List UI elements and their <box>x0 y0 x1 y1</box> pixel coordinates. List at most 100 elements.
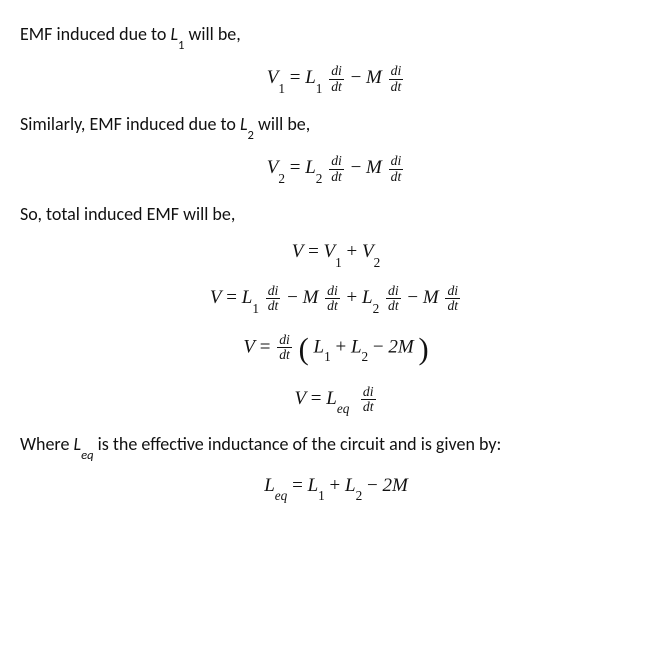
eq7-L: L <box>264 475 275 496</box>
t2-sub: 2 <box>248 128 254 143</box>
text-total-emf: So, total induced EMF will be, <box>20 202 652 227</box>
eq2-frac1: didt <box>329 154 344 184</box>
eq3-plus: + <box>347 241 362 262</box>
text-where-leq: Where Leq is the effective inductance of… <box>20 432 652 460</box>
eq4-frac2: didt <box>325 284 340 314</box>
eq5-L2sub: 2 <box>362 349 369 364</box>
eq6-frac: didt <box>361 385 376 415</box>
eq6-frac-num: di <box>361 385 376 400</box>
eq7-2M: 2M <box>382 475 407 496</box>
eq2-frac1-num: di <box>329 154 344 169</box>
eq5-frac-den: dt <box>277 348 292 362</box>
t4-var: L <box>74 433 82 455</box>
text-emf-l2: Similarly, EMF induced due to L2 will be… <box>20 112 652 140</box>
t1-sub: 1 <box>178 38 184 53</box>
eq2-M: M <box>366 157 382 178</box>
eq1-frac2-den: dt <box>389 80 404 94</box>
eq7-minus: − <box>367 475 382 496</box>
t2-post: will be, <box>254 113 310 135</box>
eq4-frac4-num: di <box>445 284 460 299</box>
eq4-minus1: − <box>287 287 302 308</box>
eq3-V1: V <box>324 241 336 262</box>
eq7-L2: L <box>345 475 356 496</box>
eq3-eq: = <box>308 241 323 262</box>
eq6-frac-den: dt <box>361 400 376 414</box>
eq1-minus: − <box>351 67 366 88</box>
eq2-frac2: didt <box>389 154 404 184</box>
t4-sub-text: eq <box>81 448 94 463</box>
eq4-frac4: didt <box>445 284 460 314</box>
eq5-frac-num: di <box>277 333 292 348</box>
eq1-frac2: didt <box>389 64 404 94</box>
eq7-eq: = <box>292 475 307 496</box>
eq1-frac1-den: dt <box>329 80 344 94</box>
eq4-frac3: didt <box>386 284 401 314</box>
equation-v-factored: V = didt ( L1 + L2 − 2M ) <box>20 332 652 367</box>
eq3-V2: V <box>362 241 374 262</box>
eq1-frac2-num: di <box>389 64 404 79</box>
eq4-M2: M <box>423 287 439 308</box>
t2-pre: Similarly, EMF induced due to <box>20 113 240 135</box>
eq4-L1sub: 1 <box>252 301 259 316</box>
eq5-2M-text: 2M <box>388 336 413 357</box>
eq4-frac2-num: di <box>325 284 340 299</box>
eq5-rparen: ) <box>418 332 428 366</box>
equation-v-sum: V = V1 + V2 <box>20 241 652 266</box>
eq7-Lsub: eq <box>275 488 288 503</box>
eq4-frac1-den: dt <box>266 299 281 313</box>
eq3-V1sub: 1 <box>335 255 342 270</box>
eq2-V: V <box>267 157 279 178</box>
eq6-Lsub-text: eq <box>337 401 350 416</box>
eq7-L1sub: 1 <box>318 488 325 503</box>
eq4-M1: M <box>303 287 319 308</box>
eq5-frac: didt <box>277 333 292 363</box>
eq5-lparen: ( <box>299 332 309 366</box>
eq4-frac1: didt <box>266 284 281 314</box>
eq2-Lsub: 2 <box>316 171 323 186</box>
eq2-Vsub: 2 <box>278 171 285 186</box>
eq1-frac1: didt <box>329 64 344 94</box>
eq5-eq: = <box>260 336 275 357</box>
text-emf-l1: EMF induced due to L1 will be, <box>20 22 652 50</box>
eq4-frac3-den: dt <box>386 299 401 313</box>
eq4-plus: + <box>347 287 362 308</box>
eq2-frac2-num: di <box>389 154 404 169</box>
equation-v2: V2 = L2 didt − M didt <box>20 154 652 184</box>
t1-var: L <box>170 23 178 45</box>
eq6-eq: = <box>311 388 326 409</box>
eq1-Lsub: 1 <box>316 81 323 96</box>
eq5-L1: L <box>313 336 324 357</box>
t4-post: is the effective inductance of the circu… <box>94 433 502 455</box>
eq5-plus: + <box>335 336 350 357</box>
eq4-frac3-num: di <box>386 284 401 299</box>
eq4-eq: = <box>226 287 241 308</box>
eq3-V2sub: 2 <box>374 255 381 270</box>
eq4-L2sub: 2 <box>373 301 380 316</box>
eq1-Vsub: 1 <box>278 81 285 96</box>
eq6-Lsub: eq <box>337 401 350 416</box>
equation-v1: V1 = L1 didt − M didt <box>20 64 652 94</box>
eq7-L2sub: 2 <box>356 488 363 503</box>
eq4-minus2: − <box>407 287 422 308</box>
eq2-eq: = <box>290 157 305 178</box>
eq2-frac1-den: dt <box>329 170 344 184</box>
eq5-L2: L <box>351 336 362 357</box>
eq5-2M: 2M <box>388 336 413 357</box>
eq6-V: V <box>294 388 306 409</box>
eq1-eq: = <box>290 67 305 88</box>
eq5-L1sub: 1 <box>324 349 331 364</box>
equation-v-leq: V = Leq didt <box>20 385 652 415</box>
eq4-frac1-num: di <box>266 284 281 299</box>
eq4-V: V <box>210 287 222 308</box>
eq6-L: L <box>326 388 337 409</box>
t4-sub: eq <box>81 448 94 463</box>
eq5-V: V <box>243 336 255 357</box>
eq1-L: L <box>305 67 316 88</box>
eq7-plus: + <box>330 475 345 496</box>
t2-var: L <box>240 113 248 135</box>
eq2-frac2-den: dt <box>389 170 404 184</box>
eq1-M: M <box>366 67 382 88</box>
eq1-V: V <box>267 67 279 88</box>
eq4-frac4-den: dt <box>445 299 460 313</box>
t1-pre: EMF induced due to <box>20 23 170 45</box>
